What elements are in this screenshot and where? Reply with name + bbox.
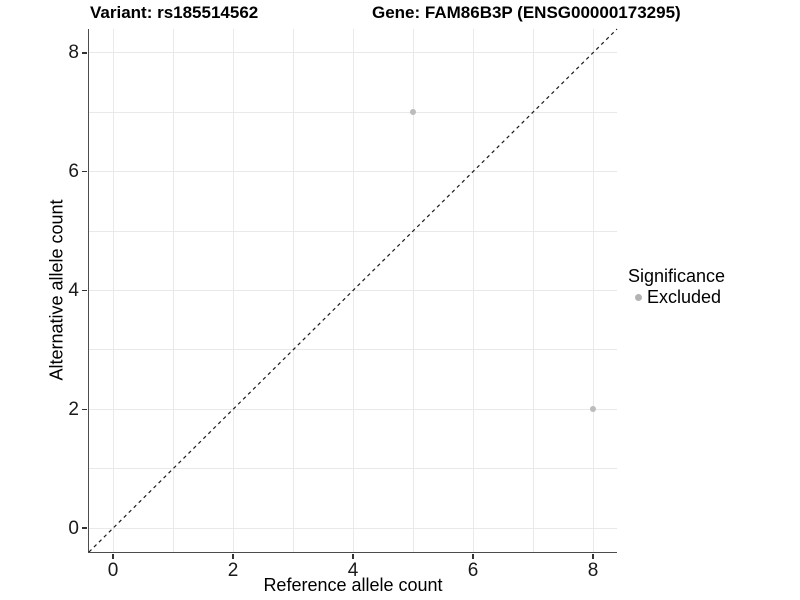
y-gridline xyxy=(89,111,617,113)
legend-entry-excluded: Excluded xyxy=(628,287,800,308)
x-tick-mark xyxy=(112,553,114,559)
y-tick-label: 0 xyxy=(68,517,79,539)
y-axis-title: Alternative allele count xyxy=(46,199,67,381)
data-point xyxy=(410,109,416,116)
plot-panel xyxy=(88,28,618,553)
legend: Significance Excluded xyxy=(628,266,800,308)
y-tick-label: 2 xyxy=(68,398,79,420)
x-tick-mark xyxy=(592,553,594,559)
y-tick-label: 8 xyxy=(68,42,79,64)
x-tick-mark xyxy=(232,553,234,559)
y-gridline xyxy=(89,52,617,54)
x-axis-title: Reference allele count xyxy=(263,575,443,595)
y-tick-mark xyxy=(82,289,88,292)
x-tick-mark xyxy=(352,553,354,559)
excluded-dot-icon xyxy=(635,294,642,301)
x-tick-label: 2 xyxy=(227,560,239,581)
y-tick-mark xyxy=(82,527,88,530)
y-tick-mark xyxy=(82,51,88,54)
x-gridline xyxy=(532,29,534,552)
x-tick-label: 4 xyxy=(347,560,359,581)
y-tick-label: 4 xyxy=(68,280,79,301)
x-tick-label: 8 xyxy=(587,560,599,581)
legend-entry-label: Excluded xyxy=(647,287,722,307)
data-point xyxy=(590,406,596,413)
gene-title: Gene: FAM86B3P (ENSG00000173295) xyxy=(372,3,681,22)
y-gridline xyxy=(89,230,617,232)
x-tick-label: 6 xyxy=(467,560,479,581)
y-tick-mark xyxy=(82,408,88,411)
x-gridline xyxy=(412,29,414,552)
y-tick-label: 6 xyxy=(68,161,79,183)
variant-title: Variant: rs185514562 xyxy=(90,3,259,22)
y-gridline xyxy=(89,171,617,173)
x-tick-label: 0 xyxy=(107,560,119,581)
identity-dashed-line xyxy=(88,28,618,553)
x-tick-mark xyxy=(472,553,474,559)
x-gridline xyxy=(592,29,594,552)
x-gridline xyxy=(472,29,474,552)
y-tick-mark xyxy=(82,170,88,173)
legend-title: Significance xyxy=(628,266,726,286)
